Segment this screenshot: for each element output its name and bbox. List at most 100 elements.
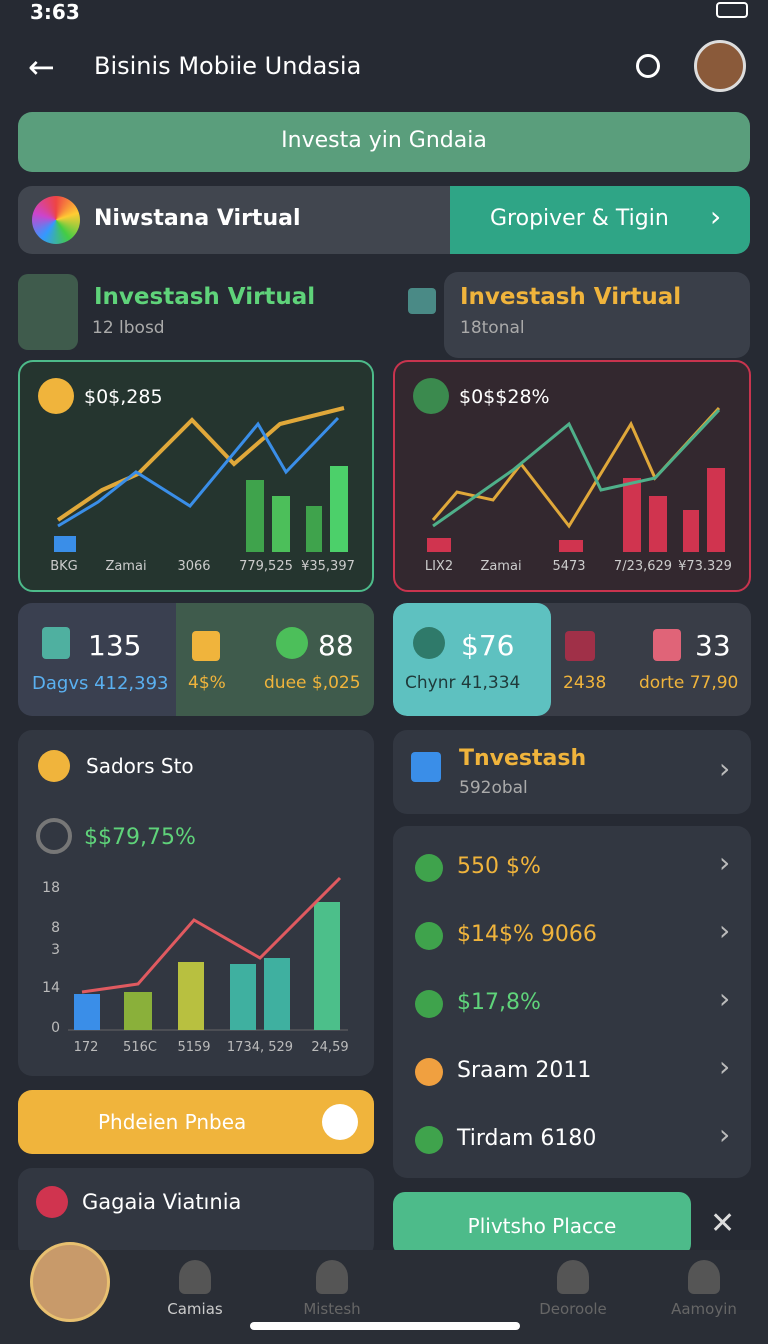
icon	[565, 631, 595, 661]
bar	[230, 964, 256, 1030]
chevron: ›	[719, 1050, 731, 1083]
x-label: BKG	[50, 559, 78, 574]
list-card	[393, 826, 751, 1178]
icon	[411, 752, 441, 782]
home-indicator	[250, 1322, 520, 1330]
section-title: Investash Virtual	[94, 284, 316, 310]
section-sub: 18tonal	[460, 318, 525, 338]
x-label: 516C	[123, 1040, 157, 1055]
list-row[interactable]: 550 $% ›	[393, 842, 751, 898]
banner-right: Gropiver & Tigin	[490, 206, 669, 231]
avatar[interactable]	[694, 40, 746, 92]
stats-card: 135 Dagvs 412,393 4$% 88 duee $,025	[18, 603, 374, 716]
close-button[interactable]: ✕	[710, 1206, 736, 1241]
investash-row[interactable]: Tnvestash 592obal ›	[393, 730, 751, 814]
list-row[interactable]: $14$% 9066 ›	[393, 910, 751, 966]
bar	[124, 992, 152, 1030]
stat-label: Chynr 41,334	[405, 673, 521, 693]
chevron: ›	[710, 200, 722, 233]
stat-label: duee $,025	[264, 673, 361, 693]
place-button[interactable]: Plivtsho Placce	[393, 1192, 691, 1256]
x-label: 779,525	[239, 559, 293, 574]
bar	[314, 902, 340, 1030]
stat-value: 135	[88, 629, 142, 662]
primary-button[interactable]: Phdeien Pnbea	[18, 1090, 374, 1154]
nav-item[interactable]: Aamoyin	[671, 1300, 737, 1318]
icon	[413, 378, 449, 414]
list-label: Sraam 2011	[457, 1058, 592, 1083]
battery	[716, 2, 748, 18]
icon	[38, 378, 74, 414]
chart-value: $0$$28%	[459, 386, 550, 408]
icon	[36, 818, 72, 854]
list-label: Tirdam 6180	[457, 1126, 597, 1151]
x-label: ¥35,397	[301, 559, 355, 574]
bar	[707, 468, 725, 552]
status-time: 3:63	[30, 0, 80, 24]
list-row[interactable]: Tirdam 6180 ›	[393, 1114, 751, 1170]
stat-value: $76	[461, 629, 515, 662]
chevron: ›	[719, 846, 731, 879]
section-icon	[408, 288, 436, 314]
line	[432, 408, 721, 528]
investash-title: Tnvestash	[459, 746, 587, 771]
stat-value: 88	[318, 629, 354, 662]
section-icon	[18, 274, 78, 350]
x-label: 5473	[552, 559, 585, 574]
nav-item[interactable]: Mistesh	[303, 1300, 361, 1318]
banner-left: Niwstana Virtual	[94, 206, 301, 231]
nav-icon	[557, 1260, 589, 1294]
check-icon	[322, 1104, 358, 1140]
bar	[649, 496, 667, 552]
x-label: 172	[74, 1040, 99, 1055]
investash-sub: 592obal	[459, 778, 528, 798]
icon	[415, 1058, 443, 1086]
x-label: 5159	[177, 1040, 210, 1055]
bar	[427, 538, 451, 552]
y-label: 3	[51, 942, 60, 958]
bar	[264, 958, 290, 1030]
button-label: Phdeien Pnbea	[98, 1110, 247, 1134]
search-bar[interactable]: Investa yin Gndaia	[18, 112, 750, 172]
banner-action[interactable]: Gropiver & Tigin ›	[450, 186, 750, 254]
icon	[415, 854, 443, 882]
sadors-title: Sadors Sto	[86, 754, 194, 778]
x-label: 24,59	[311, 1040, 348, 1055]
x-label: LIX2	[425, 559, 453, 574]
x-label: 3066	[177, 559, 210, 574]
nav-item[interactable]: Camias	[167, 1300, 223, 1318]
back-button[interactable]: ←	[28, 48, 55, 86]
nav-icon	[688, 1260, 720, 1294]
x-label: 7/23,629	[614, 559, 672, 574]
chevron: ›	[719, 982, 731, 1015]
stats-highlight	[393, 603, 551, 716]
header-title: Bisinis Mobiie Undasia	[94, 52, 362, 80]
chevron: ›	[719, 1118, 731, 1151]
bar	[683, 510, 699, 552]
list-label: 550 $%	[457, 854, 541, 879]
nav-avatar[interactable]	[30, 1242, 110, 1322]
nav-item[interactable]: Deoroole	[539, 1300, 607, 1318]
line	[81, 876, 342, 994]
stat-label: Dagvs 412,393	[32, 673, 169, 694]
search-icon[interactable]	[636, 54, 660, 78]
list-row[interactable]: $17,8% ›	[393, 978, 751, 1034]
search-placeholder: Investa yin Gndaia	[281, 128, 487, 153]
icon	[413, 627, 445, 659]
icon	[415, 1126, 443, 1154]
icon	[42, 627, 70, 659]
section-title: Investash Virtual	[460, 284, 682, 310]
gagaia-title: Gagaia Viatınia	[82, 1190, 242, 1214]
line	[56, 406, 345, 522]
banner: Niwstana Virtual Gropiver & Tigin ›	[18, 186, 750, 254]
icon	[276, 627, 308, 659]
place-label: Plivtsho Placce	[467, 1214, 617, 1238]
bar	[54, 536, 76, 552]
chart-card: $0$$28% LIX2 Zamai 5473 7/23,629 ¥73.329	[393, 360, 751, 592]
sadors-card: Sadors Sto $$79,75% 18 8 3 14 0 172 516C…	[18, 730, 374, 1076]
list-row[interactable]: Sraam 2011 ›	[393, 1046, 751, 1102]
x-label: ¥73.329	[678, 559, 732, 574]
chart-card: $0$,285 BKG Zamai 3066 779,525 ¥35,397	[18, 360, 374, 592]
section-card	[444, 272, 750, 358]
